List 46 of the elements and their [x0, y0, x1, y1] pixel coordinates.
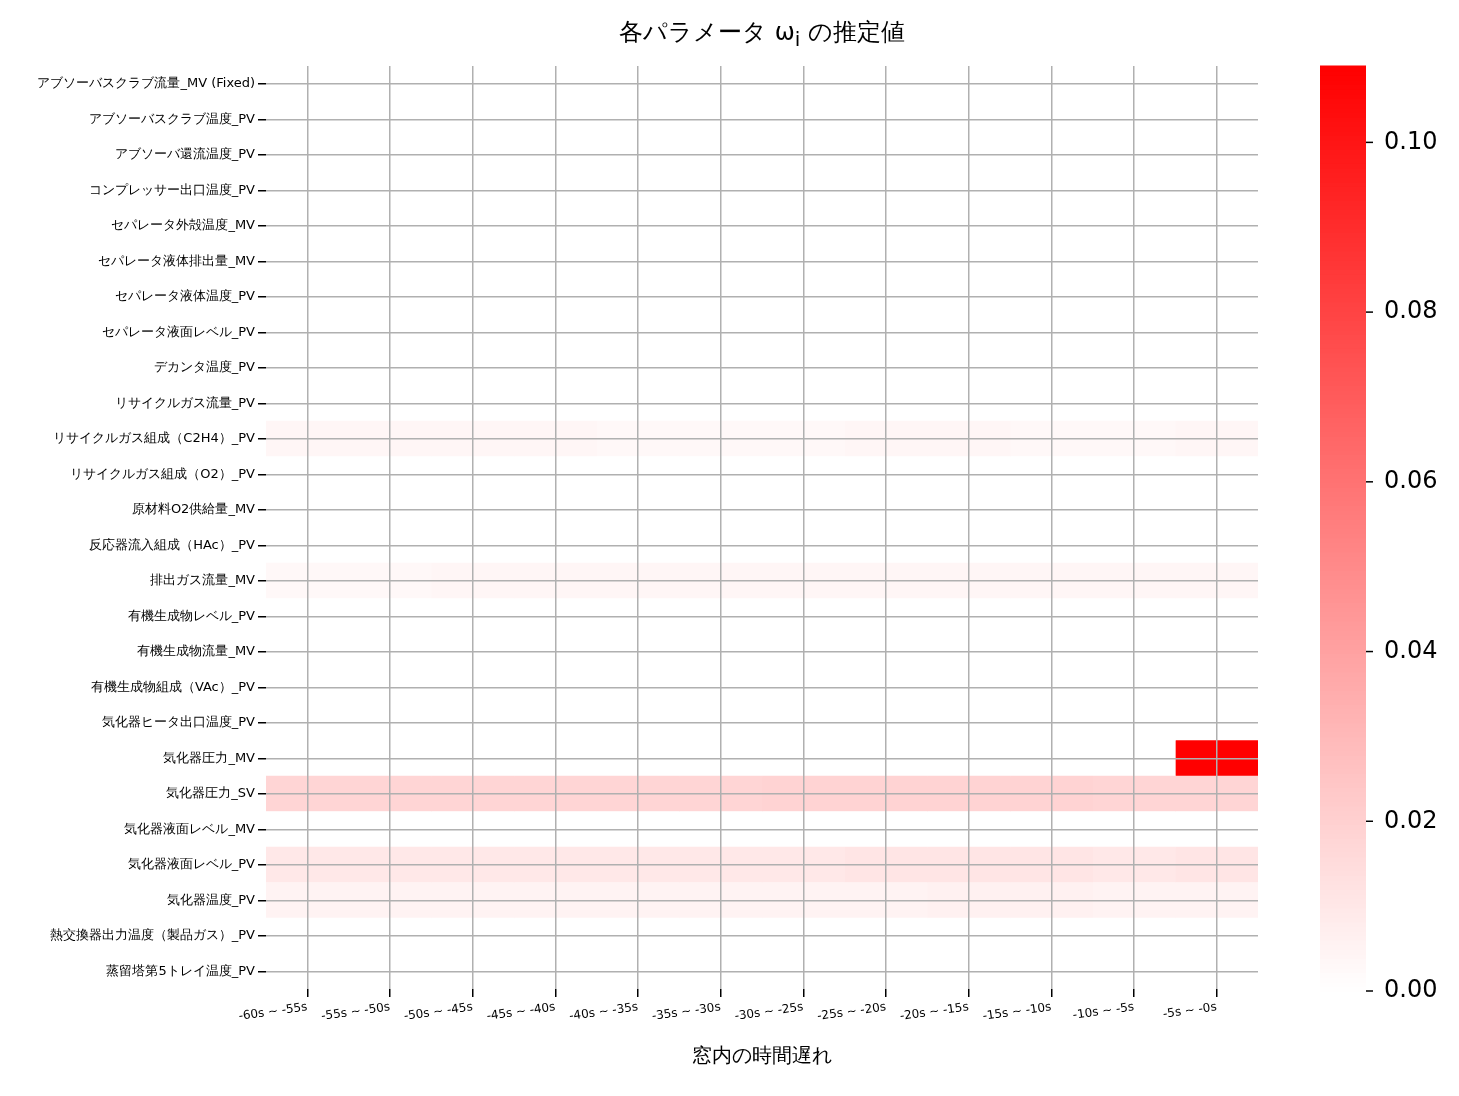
y-tick-label: 気化器圧力_MV: [163, 749, 256, 765]
y-tick-label: アブソーバスクラブ温度_PV: [88, 110, 256, 126]
x-tick-label: -30s ~ -25s: [733, 999, 805, 1023]
y-tick-label: デカンタ温度_PV: [153, 359, 256, 375]
x-tick-label: -45s ~ -40s: [485, 999, 557, 1023]
y-tick-label: セパレータ外殻温度_MV: [111, 217, 256, 233]
y-tick-label: セパレータ液体温度_PV: [114, 288, 256, 304]
y-tick-label: セパレータ液体排出量_MV: [98, 252, 256, 268]
y-tick-label: 気化器温度_PV: [166, 891, 256, 907]
x-tick-label: -55s ~ -50s: [320, 999, 391, 1023]
y-tick-label: 気化器圧力_SV: [166, 785, 256, 801]
y-tick-label: 排出ガス流量_MV: [150, 572, 256, 588]
y-tick-label: コンプレッサー出口温度_PV: [88, 181, 256, 197]
x-tick-label: -25s ~ -20s: [816, 999, 887, 1023]
x-tick-label: -50s ~ -45s: [402, 999, 474, 1023]
x-tick-label: -5s ~ -0s: [1162, 999, 1218, 1021]
y-tick-label: 有機生成物組成（VAc）_PV: [90, 678, 256, 694]
x-tick-label: -35s ~ -30s: [650, 999, 722, 1023]
y-tick-label: 気化器ヒータ出口温度_PV: [101, 714, 256, 730]
color-bar-label: 0.06: [1384, 466, 1438, 495]
y-tick-label: 蒸留塔第5トレイ温度_PV: [106, 962, 256, 978]
color-bar-label: 0.04: [1384, 635, 1438, 664]
y-tick-label: 熱交換器出力温度（製品ガス）_PV: [49, 927, 256, 943]
y-tick-label: リサイクルガス流量_PV: [114, 394, 256, 410]
y-tick-label: 気化器液面レベル_PV: [127, 856, 256, 872]
x-tick-label: -60s ~ -55s: [237, 999, 309, 1023]
y-tick-label: アブソーバスクラブ流量_MV (Fixed): [37, 75, 255, 91]
y-tick-label: リサイクルガス組成（C2H4）_PV: [53, 430, 256, 446]
y-tick-label: 反応器流入組成（HAc）_PV: [89, 536, 256, 552]
x-tick-label: -10s ~ -5s: [1071, 999, 1135, 1022]
color-bar-label: 0.02: [1384, 805, 1438, 834]
y-tick-label: 有機生成物流量_MV: [137, 643, 256, 659]
color-bar-label: 0.08: [1384, 296, 1438, 325]
y-tick-label: セパレータ液面レベル_PV: [101, 323, 256, 339]
chart-title: 各パラメータ ω$_{i}$ の推定値: [618, 17, 906, 51]
color-bar-label: 0.10: [1384, 126, 1438, 155]
y-tick-label: リサイクルガス組成（O2）_PV: [70, 465, 256, 481]
x-tick-label: -15s ~ -10s: [981, 999, 1053, 1023]
y-tick-label: 気化器液面レベル_MV: [124, 820, 256, 836]
x-axis-title: 窓内の時間遅れ: [691, 1042, 833, 1069]
y-tick-label: 原材料O2供給量_MV: [131, 501, 256, 517]
y-tick-label: アブソーバ還流温度_PV: [114, 146, 256, 162]
y-tick-label: 有機生成物レベル_PV: [127, 607, 256, 623]
x-tick-label: -40s ~ -35s: [568, 999, 639, 1023]
x-tick-label: -20s ~ -15s: [898, 999, 970, 1023]
color-bar-label: 0.00: [1384, 975, 1438, 1004]
